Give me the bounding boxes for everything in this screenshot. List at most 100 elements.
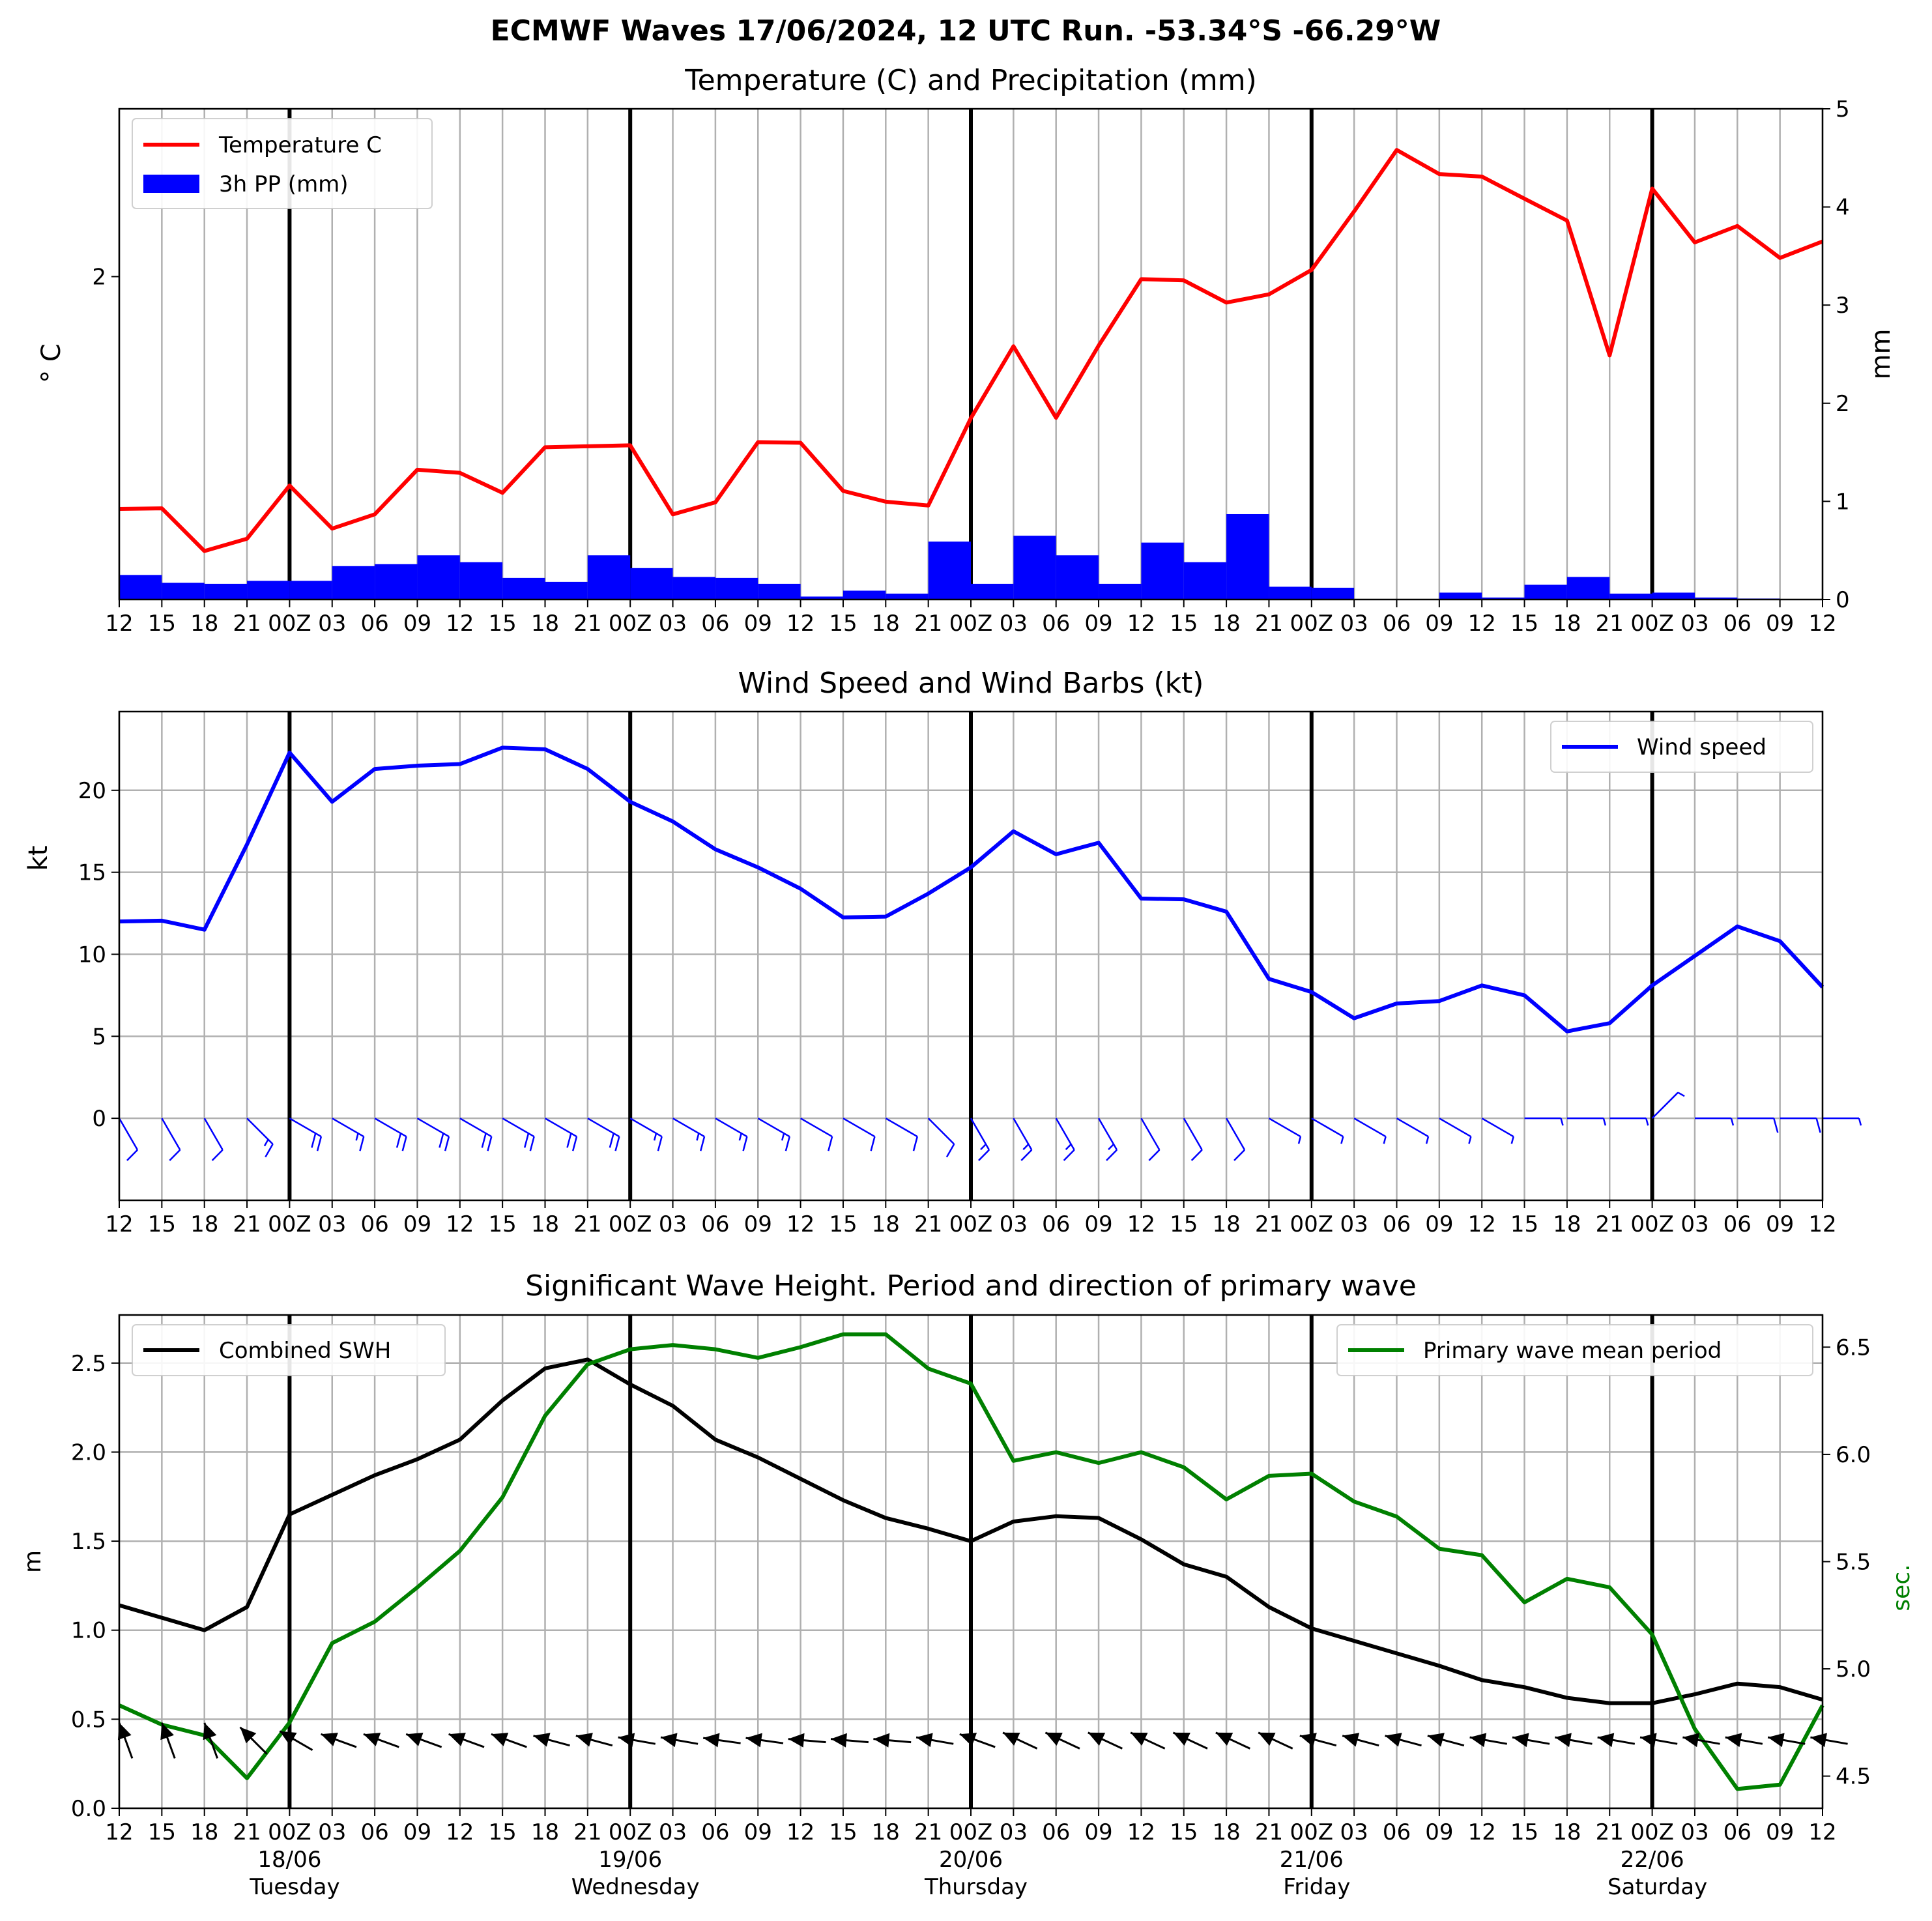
wave-direction-arrow	[117, 1722, 134, 1759]
wave-direction-arrow	[745, 1733, 784, 1748]
x-tick-label: 18	[1212, 1211, 1240, 1237]
wind-speed-panel: Wind Speed and Wind Barbs (kt)12 15 18 21 00…	[23, 667, 1862, 1237]
wave-direction-arrow	[1088, 1731, 1123, 1750]
x-tick-label: 12	[105, 611, 133, 637]
wave-direction-arrow	[1555, 1733, 1593, 1748]
wave-arrow-head	[1682, 1733, 1699, 1748]
wind-barb-half-feather	[1468, 1136, 1472, 1144]
wave-arrow-head	[1003, 1732, 1020, 1746]
y2-tick-label: 3	[1836, 293, 1850, 319]
wind-barb	[1439, 1118, 1472, 1144]
wind-barb-half-feather	[1340, 1136, 1344, 1144]
wind-barb-shaft	[1396, 1118, 1429, 1138]
wind-barb-feather	[1190, 1149, 1203, 1161]
x-tick-label: 15	[1510, 611, 1538, 637]
wind-barb-feather	[523, 1133, 530, 1148]
wind-barb-half-feather	[653, 1133, 657, 1141]
x-tick-label: 09	[403, 1211, 431, 1237]
wind-barb-feather	[609, 1133, 614, 1148]
wind-barb-feather	[1815, 1118, 1821, 1133]
wind-barb-half-feather	[1560, 1118, 1564, 1126]
wind-barb-feather	[571, 1136, 578, 1151]
x-tick-label: 21	[1596, 1819, 1624, 1845]
wind-barb-feather	[1148, 1149, 1161, 1161]
precip-bar	[1269, 586, 1312, 599]
wind-barb	[332, 1118, 365, 1151]
wave-direction-arrow	[873, 1733, 912, 1748]
wind-barb-feather	[870, 1136, 876, 1151]
wave-arrow-head	[1215, 1732, 1233, 1746]
weekday-label: Saturday	[1608, 1874, 1707, 1900]
wave-arrow-head	[160, 1722, 174, 1740]
x-tick-label: 12	[786, 1211, 815, 1237]
precip-bar	[204, 583, 248, 599]
wind-barb-half-feather	[1730, 1118, 1735, 1126]
x-tick-label: 15	[148, 611, 176, 637]
x-tick-label: 18	[190, 1211, 218, 1237]
x-tick-label: 00Z	[268, 611, 311, 637]
x-tick-label: 12	[1808, 1211, 1836, 1237]
wind-barb-shaft	[289, 1118, 322, 1138]
temperature-precipitation-panel: Temperature (C) and Precipitation (mm) 12…	[36, 64, 1896, 637]
wind-barb-half-feather	[1645, 1118, 1649, 1126]
wind-barb-shaft	[1439, 1118, 1471, 1138]
y2-tick-label: 5.5	[1836, 1550, 1871, 1576]
wind-barb-half-feather	[1297, 1136, 1302, 1144]
wave-direction-arrow	[1258, 1731, 1293, 1750]
x-tick-label: 06	[701, 1819, 729, 1845]
wind-barb	[1353, 1118, 1387, 1144]
figure-title: ECMWF Waves 17/06/2024, 12 UTC Run. -53.…	[491, 14, 1441, 48]
wave-direction-arrow	[575, 1733, 613, 1747]
x-tick-label: 18	[1212, 611, 1240, 637]
wind-barb	[161, 1118, 181, 1161]
wind-barb-feather	[444, 1136, 450, 1151]
x-tick-label: 06	[1042, 1211, 1070, 1237]
wave-direction-arrow	[1682, 1733, 1720, 1748]
x-tick-label: 06	[1723, 1211, 1752, 1237]
wind-barb	[1396, 1118, 1430, 1144]
x-tick-label: 03	[1680, 611, 1709, 637]
wind-barb	[203, 1118, 223, 1161]
x-tick-label: 18	[531, 1211, 559, 1237]
panel-title: Temperature (C) and Precipitation (mm)	[684, 64, 1257, 97]
wind-barb-shaft	[161, 1118, 181, 1151]
wave-arrow-head	[1131, 1732, 1148, 1746]
wave-direction-arrow	[279, 1730, 313, 1751]
wave-arrow-head	[280, 1731, 297, 1746]
x-tick-label: 00Z	[609, 1211, 652, 1237]
wind-barb-shaft	[800, 1118, 833, 1138]
wind-barb	[289, 1118, 323, 1151]
precip-bar	[587, 555, 631, 599]
wave-arrow-head	[788, 1733, 805, 1748]
x-tick-label: 03	[318, 611, 346, 637]
x-tick-label: 18	[1212, 1819, 1240, 1845]
x-tick-label: 12	[446, 1211, 474, 1237]
wave-direction-arrow	[363, 1733, 399, 1748]
wind-barb-shaft	[587, 1118, 620, 1138]
wind-barb	[629, 1118, 663, 1151]
x-tick-label: 15	[489, 1211, 517, 1237]
x-tick-label: 09	[744, 1211, 772, 1237]
wave-arrow-head	[203, 1722, 217, 1740]
precip-bar	[1056, 555, 1099, 599]
wave-direction-arrow	[1725, 1733, 1763, 1748]
wave-arrow-head	[1299, 1733, 1317, 1747]
x-tick-label: 09	[1084, 611, 1112, 637]
x-tick-label: 00Z	[949, 611, 993, 637]
wave-arrow-head	[1342, 1733, 1360, 1747]
wind-barb	[1013, 1118, 1033, 1161]
wind-barb-shaft	[1097, 1118, 1118, 1151]
wave-arrow-head	[1427, 1733, 1445, 1747]
x-tick-label: 03	[1680, 1819, 1709, 1845]
x-tick-label: 21	[233, 611, 261, 637]
wind-barb-feather	[912, 1136, 919, 1151]
x-tick-label: 09	[1766, 1819, 1794, 1845]
precip-bar	[672, 577, 715, 599]
wave-direction-arrow	[1469, 1733, 1508, 1748]
wave-panel: Significant Wave Height. Period and dire…	[20, 1269, 1915, 1900]
precip-bar	[1524, 585, 1567, 599]
x-tick-label: 18	[531, 611, 559, 637]
x-tick-label: 00Z	[1290, 1819, 1334, 1845]
wind-barb-shaft	[970, 1118, 990, 1151]
wind-barb-half-feather	[1858, 1118, 1862, 1126]
